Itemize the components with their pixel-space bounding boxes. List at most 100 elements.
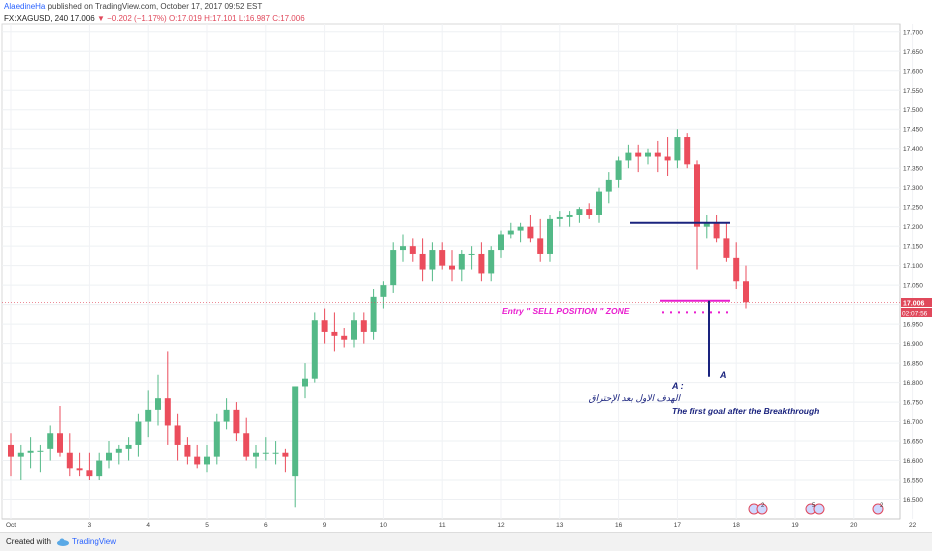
candle-body <box>262 452 269 454</box>
candle-body <box>164 398 171 426</box>
price-tick-label: 17.150 <box>903 244 923 251</box>
candle-body <box>625 152 632 161</box>
candle-body <box>723 238 730 258</box>
price-tick-label: 17.300 <box>903 185 923 192</box>
candle-body <box>635 152 642 157</box>
price-tick-label: 17.550 <box>903 88 923 95</box>
economic-event-badge-2[interactable]: 5 <box>805 503 825 515</box>
last-price-tag <box>901 298 932 307</box>
economic-event-badge-1[interactable]: 2 <box>748 503 768 515</box>
candle-body <box>449 265 455 270</box>
author-link[interactable]: AlaedineHa <box>4 2 46 11</box>
time-tick-label: 19 <box>791 522 799 529</box>
candle-body <box>664 156 671 161</box>
candle-body <box>703 222 710 227</box>
price-tick-label: 17.500 <box>903 107 923 114</box>
candle-body <box>321 320 328 332</box>
price-tick-label: 16.500 <box>903 497 923 504</box>
price-tick-label: 17.600 <box>903 68 923 75</box>
close-value: C:17.006 <box>272 14 305 23</box>
candle-body <box>17 452 24 457</box>
candle-body <box>576 209 583 215</box>
time-tick-label: 17 <box>674 522 682 529</box>
tradingview-cloud-icon <box>56 538 70 546</box>
candle-body <box>674 137 681 161</box>
symbol-label[interactable]: FX:XAGUSD, 240 <box>4 14 69 23</box>
candle-body <box>478 253 485 274</box>
goal-arabic-text: الهدف الاول بعد الإحتراق <box>589 393 682 404</box>
candle-body <box>351 320 357 340</box>
candle-body <box>115 448 122 453</box>
candle-body <box>733 257 740 282</box>
plot-area[interactable] <box>1 23 901 520</box>
candle-body <box>223 409 230 422</box>
candle-body <box>400 246 406 251</box>
price-tick-label: 17.050 <box>903 283 923 290</box>
time-tick-label: 22 <box>909 522 917 529</box>
time-tick-label: 4 <box>146 522 150 529</box>
candle-body <box>694 164 700 227</box>
open-value: O:17.019 <box>168 14 202 23</box>
candle-body <box>106 452 112 461</box>
price-tick-label: 16.800 <box>903 380 923 387</box>
target-a-label: A <box>719 370 727 380</box>
candle-body <box>645 152 651 157</box>
candle-body <box>527 226 534 239</box>
publish-info: published on TradingView.com, October 17… <box>47 2 263 11</box>
candle-body <box>292 386 299 477</box>
price-tick-label: 17.450 <box>903 127 923 134</box>
time-tick-label: 16 <box>615 522 623 529</box>
price-tick-label: 16.850 <box>903 361 923 368</box>
candle-body <box>76 468 83 471</box>
price-axis[interactable] <box>900 24 932 519</box>
candle-body <box>135 421 142 445</box>
candle-body <box>380 285 387 297</box>
candle-body <box>243 433 250 457</box>
bar-timer-tag <box>901 308 932 317</box>
candle-body <box>360 320 367 332</box>
candle-body <box>537 238 544 254</box>
time-tick-label: 18 <box>733 522 741 529</box>
economic-event-badge-3[interactable]: 2 <box>872 503 884 515</box>
time-tick-label: 5 <box>205 522 209 529</box>
created-with-label: Created with <box>6 537 51 546</box>
price-tick-label: 17.100 <box>903 263 923 270</box>
high-value: H:17.101 <box>204 14 237 23</box>
candle-body <box>302 378 308 387</box>
candle-body <box>507 230 514 235</box>
event-badge-count-1: 2 <box>761 503 765 509</box>
goal-a-colon: A : <box>671 381 684 391</box>
candle-body <box>517 226 524 231</box>
low-value: L:16.987 <box>238 14 270 23</box>
event-badge-count-3: 2 <box>880 503 884 509</box>
candle-body <box>253 452 259 457</box>
price-tick-label: 16.750 <box>903 400 923 407</box>
candle-body <box>233 409 240 434</box>
candle-body <box>272 452 279 454</box>
candle-body <box>409 246 416 254</box>
last-value: 17.006 <box>70 14 95 23</box>
time-tick-label: 6 <box>264 522 268 529</box>
candle-body <box>429 250 436 270</box>
candle-body <box>596 191 602 215</box>
candle-body <box>125 444 132 449</box>
last-price-tag-text: 17.006 <box>903 301 925 308</box>
tradingview-brand-link[interactable]: TradingView <box>72 537 117 546</box>
price-tick-labels: 17.700 17.650 17.600 17.550 17.500 17.450 17.4… <box>903 29 923 504</box>
candle-body <box>145 409 152 422</box>
price-tick-label: 16.700 <box>903 419 923 426</box>
time-tick-label: 9 <box>323 522 327 529</box>
gridlines <box>2 24 914 519</box>
candlestick-series <box>8 129 749 508</box>
price-tick-label: 16.550 <box>903 478 923 485</box>
candle-body <box>37 450 44 452</box>
candle-body <box>390 250 397 286</box>
candle-body <box>57 433 63 453</box>
candle-body <box>47 433 54 449</box>
time-tick-label: Oct <box>6 522 16 529</box>
time-tick-label: 13 <box>556 522 564 529</box>
event-badge-count-2: 5 <box>812 503 816 509</box>
ohlc-legend: FX:XAGUSD, 240 17.006 ▼ −0.202 (−1.17%) … <box>4 13 305 25</box>
candle-body <box>331 331 338 336</box>
